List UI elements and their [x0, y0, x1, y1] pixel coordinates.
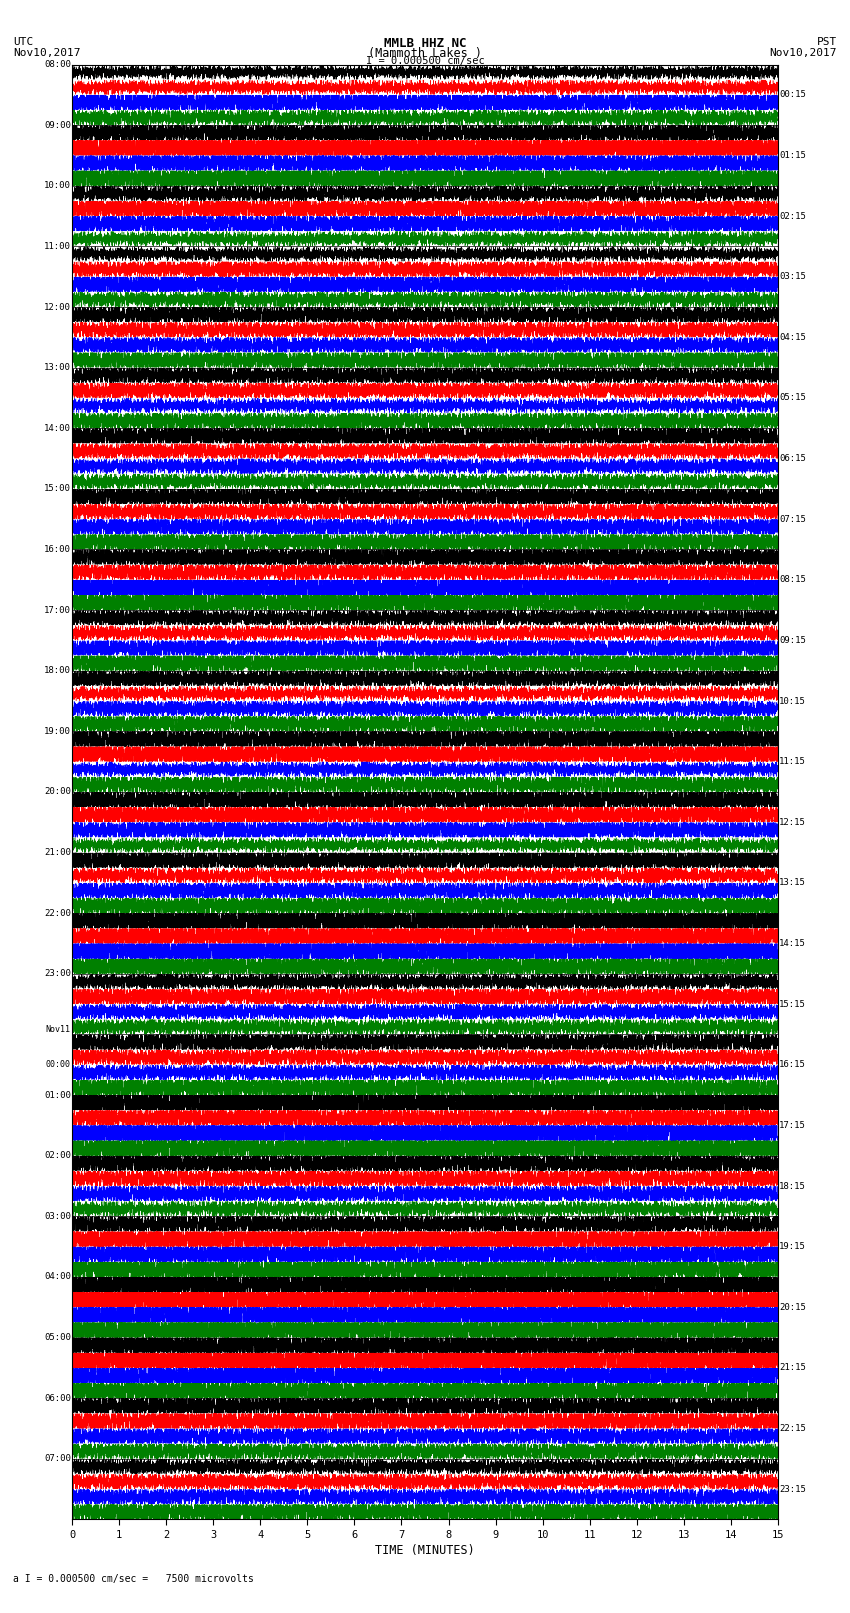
Text: 10:15: 10:15	[779, 697, 806, 705]
Text: 00:15: 00:15	[779, 90, 806, 100]
Text: 08:15: 08:15	[779, 576, 806, 584]
Text: 08:00: 08:00	[44, 60, 71, 69]
Text: 21:15: 21:15	[779, 1363, 806, 1373]
Text: 13:00: 13:00	[44, 363, 71, 373]
Text: 18:15: 18:15	[779, 1182, 806, 1190]
Text: 04:00: 04:00	[44, 1273, 71, 1281]
Text: 03:15: 03:15	[779, 273, 806, 281]
Text: MMLB HHZ NC: MMLB HHZ NC	[383, 37, 467, 50]
Text: 12:00: 12:00	[44, 303, 71, 311]
Text: 01:00: 01:00	[44, 1090, 71, 1100]
X-axis label: TIME (MINUTES): TIME (MINUTES)	[375, 1544, 475, 1557]
Text: 19:00: 19:00	[44, 727, 71, 736]
Text: 16:15: 16:15	[779, 1060, 806, 1069]
Text: PST: PST	[817, 37, 837, 47]
Text: UTC: UTC	[13, 37, 33, 47]
Text: 02:00: 02:00	[44, 1152, 71, 1160]
Text: I = 0.000500 cm/sec: I = 0.000500 cm/sec	[366, 56, 484, 66]
Text: 04:15: 04:15	[779, 332, 806, 342]
Text: 06:00: 06:00	[44, 1394, 71, 1403]
Text: 20:00: 20:00	[44, 787, 71, 797]
Text: (Mammoth Lakes ): (Mammoth Lakes )	[368, 47, 482, 60]
Text: 23:00: 23:00	[44, 969, 71, 979]
Text: 17:00: 17:00	[44, 605, 71, 615]
Text: 18:00: 18:00	[44, 666, 71, 676]
Text: 14:00: 14:00	[44, 424, 71, 432]
Text: 15:15: 15:15	[779, 1000, 806, 1008]
Text: 11:00: 11:00	[44, 242, 71, 252]
Text: 05:00: 05:00	[44, 1332, 71, 1342]
Text: 09:15: 09:15	[779, 636, 806, 645]
Text: Nov10,2017: Nov10,2017	[13, 48, 80, 58]
Text: 13:15: 13:15	[779, 879, 806, 887]
Text: 07:15: 07:15	[779, 515, 806, 524]
Text: 20:15: 20:15	[779, 1303, 806, 1311]
Text: 23:15: 23:15	[779, 1484, 806, 1494]
Text: 09:00: 09:00	[44, 121, 71, 129]
Text: 17:15: 17:15	[779, 1121, 806, 1129]
Text: 00:00: 00:00	[46, 1060, 71, 1069]
Text: Nov11: Nov11	[46, 1026, 71, 1034]
Text: 16:00: 16:00	[44, 545, 71, 553]
Text: 19:15: 19:15	[779, 1242, 806, 1252]
Text: 06:15: 06:15	[779, 455, 806, 463]
Text: 03:00: 03:00	[44, 1211, 71, 1221]
Text: a I = 0.000500 cm/sec =   7500 microvolts: a I = 0.000500 cm/sec = 7500 microvolts	[13, 1574, 253, 1584]
Text: 22:15: 22:15	[779, 1424, 806, 1432]
Text: 07:00: 07:00	[44, 1455, 71, 1463]
Text: 01:15: 01:15	[779, 152, 806, 160]
Text: 05:15: 05:15	[779, 394, 806, 402]
Text: 22:00: 22:00	[44, 908, 71, 918]
Text: 10:00: 10:00	[44, 181, 71, 190]
Text: 02:15: 02:15	[779, 211, 806, 221]
Text: 21:00: 21:00	[44, 848, 71, 857]
Text: 14:15: 14:15	[779, 939, 806, 948]
Text: 15:00: 15:00	[44, 484, 71, 494]
Text: 11:15: 11:15	[779, 756, 806, 766]
Text: 12:15: 12:15	[779, 818, 806, 827]
Text: Nov10,2017: Nov10,2017	[770, 48, 837, 58]
